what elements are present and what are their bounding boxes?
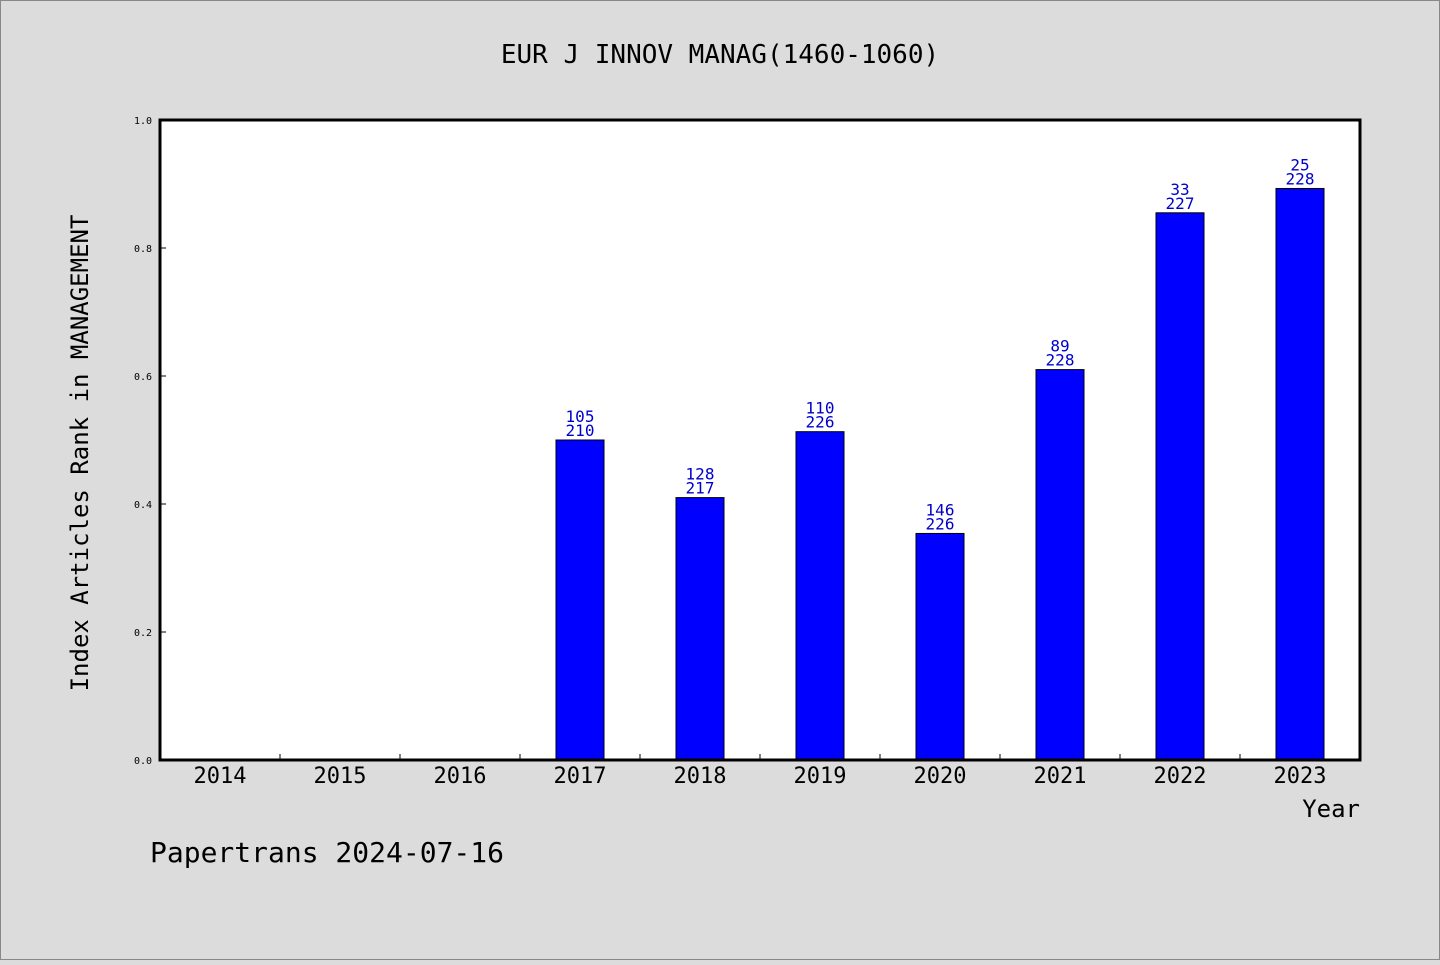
bar-2020 bbox=[915, 532, 965, 761]
bar-label-total: 227 bbox=[1166, 194, 1195, 213]
ticks-layer: 0.0 0.2 0.4 0.6 0.8 1.0 2014 2015 2016 2017 2018 20… bbox=[134, 116, 1327, 789]
y-tick-label: 0.0 bbox=[134, 756, 152, 767]
y-tick-label: 1.0 bbox=[134, 116, 152, 127]
bar-label-rank: 105 bbox=[566, 407, 595, 426]
bar-label-rank: 25 bbox=[1290, 155, 1309, 174]
bar-2017 bbox=[555, 439, 605, 761]
bar-label-total: 228 bbox=[1046, 351, 1075, 370]
chart-title: EUR J INNOV MANAG(1460-1060) bbox=[501, 40, 939, 70]
bar-label-total: 210 bbox=[566, 421, 595, 440]
bar-2022 bbox=[1155, 212, 1205, 761]
bar-label-rank: 33 bbox=[1170, 180, 1189, 199]
bar-label-rank: 146 bbox=[926, 500, 955, 519]
bar-label-rank: 110 bbox=[806, 399, 835, 418]
x-tick-label: 2022 bbox=[1154, 764, 1207, 789]
x-tick-label: 2016 bbox=[434, 764, 487, 789]
plot-frame bbox=[158, 118, 1362, 762]
bar-label-total: 226 bbox=[926, 514, 955, 533]
y-tick-label: 0.8 bbox=[134, 244, 152, 255]
bar-2023 bbox=[1275, 187, 1325, 761]
bar-2018 bbox=[675, 497, 725, 761]
y-tick-label: 0.6 bbox=[134, 372, 152, 383]
footer-text: Papertrans 2024-07-16 bbox=[150, 836, 504, 869]
y-tick-label: 0.4 bbox=[134, 500, 152, 511]
x-tick-label: 2019 bbox=[794, 764, 847, 789]
bar-label-total: 228 bbox=[1286, 169, 1315, 188]
x-tick-label: 2018 bbox=[674, 764, 727, 789]
bar-2021 bbox=[1035, 369, 1085, 761]
bar-label-total: 217 bbox=[686, 479, 715, 498]
bar-label-rank: 128 bbox=[686, 465, 715, 484]
x-axis-title: Year bbox=[1302, 795, 1360, 823]
bar-label-rank: 89 bbox=[1050, 337, 1069, 356]
y-tick-label: 0.2 bbox=[134, 628, 152, 639]
bar-2019 bbox=[795, 431, 845, 761]
x-tick-label: 2020 bbox=[914, 764, 967, 789]
x-tick-label: 2015 bbox=[314, 764, 367, 789]
x-tick-label: 2014 bbox=[194, 764, 247, 789]
bar-label-total: 226 bbox=[806, 413, 835, 432]
x-tick-label: 2023 bbox=[1274, 764, 1327, 789]
x-tick-label: 2017 bbox=[554, 764, 607, 789]
x-tick-label: 2021 bbox=[1034, 764, 1087, 789]
y-axis-title: Index Articles Rank in MANAGEMENT bbox=[66, 215, 94, 692]
